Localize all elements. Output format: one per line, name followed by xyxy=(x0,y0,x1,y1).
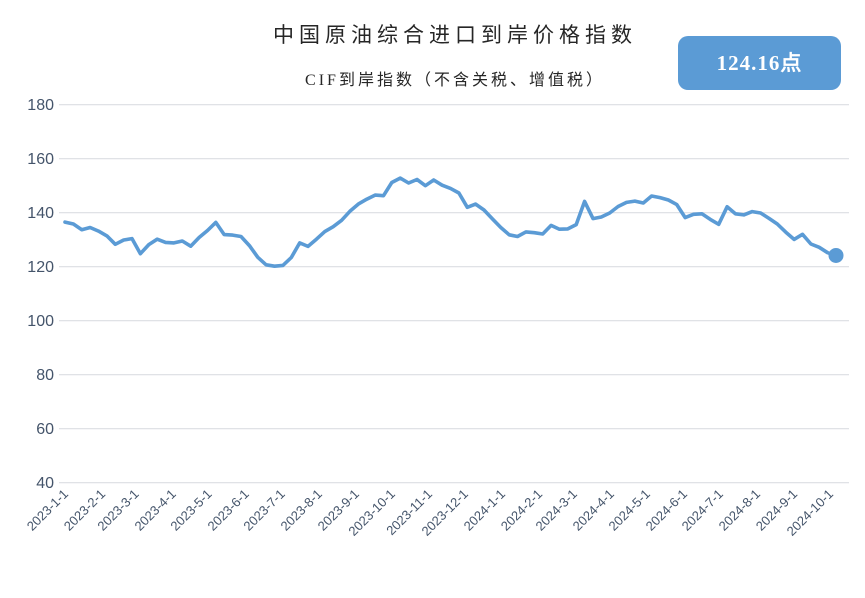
y-axis-tick-label: 180 xyxy=(27,97,54,114)
price-index-line xyxy=(63,176,838,269)
y-axis-tick-label: 140 xyxy=(27,205,54,222)
y-axis-tick-label: 100 xyxy=(27,313,54,330)
y-axis-tick-label: 120 xyxy=(27,259,54,276)
y-axis-tick-label: 40 xyxy=(36,475,54,492)
chart-title: 中国原油综合进口到岸价格指数 xyxy=(273,23,637,47)
latest-value-badge: 124.16点 xyxy=(678,36,841,90)
last-point-marker xyxy=(828,247,844,263)
chart-subtitle: CIF到岸指数（不含关税、增值税） xyxy=(305,72,605,89)
y-axis-tick-label: 80 xyxy=(36,367,54,384)
y-axis-tick-label: 160 xyxy=(27,151,54,168)
y-axis-tick-label: 60 xyxy=(36,421,54,438)
